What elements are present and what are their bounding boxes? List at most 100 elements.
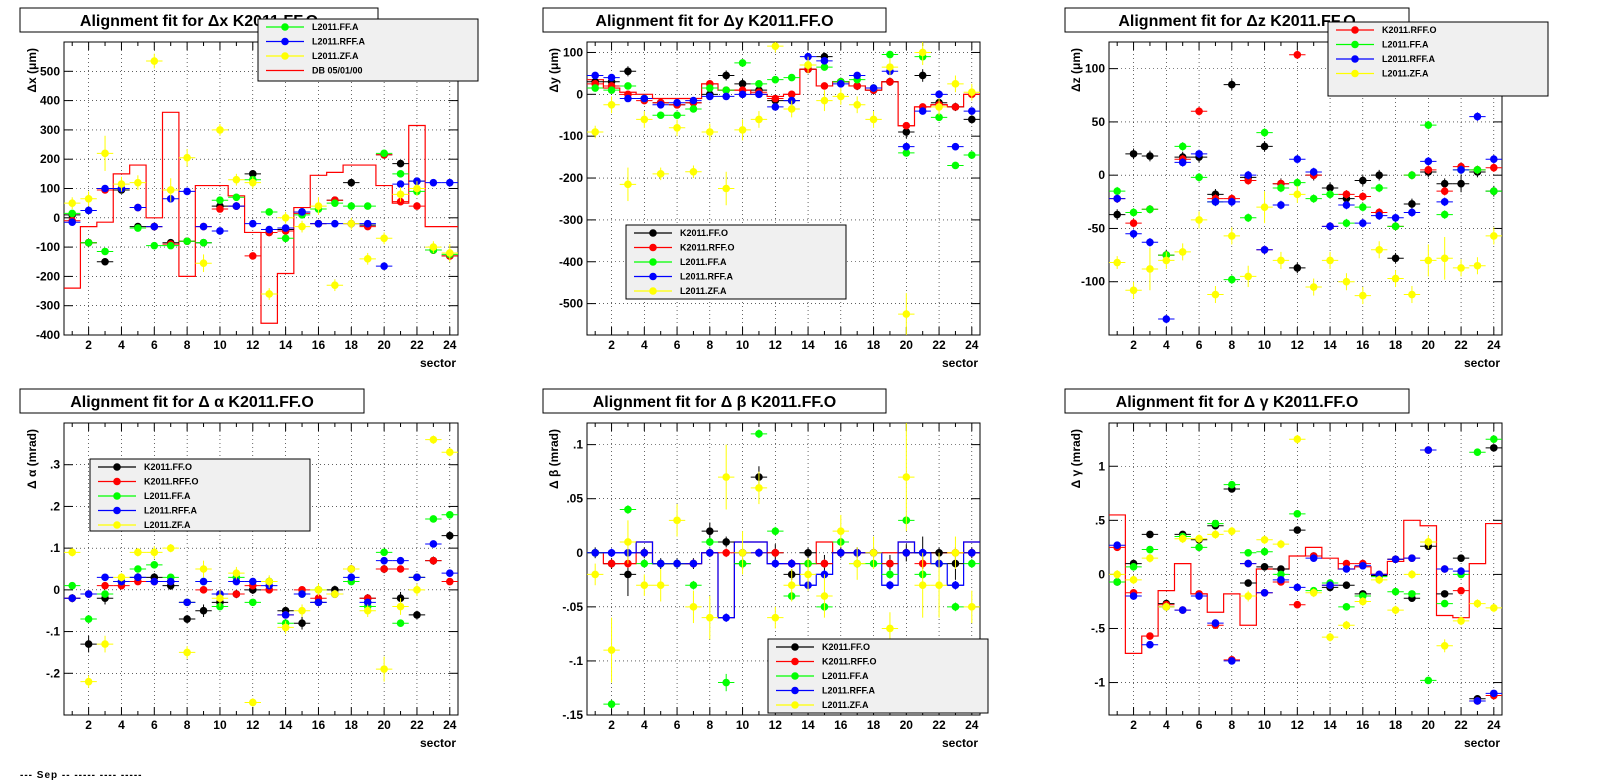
data-point (347, 202, 356, 210)
data-point (1342, 277, 1351, 286)
data-point (183, 648, 191, 657)
data-point (413, 586, 421, 594)
data-point (429, 243, 438, 251)
data-point (1146, 205, 1154, 214)
data-point (918, 48, 927, 57)
data-point (1326, 184, 1334, 192)
data-point (1375, 211, 1383, 220)
y-tick-label: -300 (559, 213, 583, 227)
data-point (199, 238, 208, 247)
data-point (445, 569, 454, 577)
y-tick-label: -.1 (46, 625, 60, 639)
data-point (755, 115, 763, 124)
data-point (199, 606, 208, 615)
data-point (199, 577, 208, 586)
data-point (380, 234, 388, 243)
data-point (1424, 166, 1433, 174)
data-point (1228, 527, 1236, 535)
data-point (1424, 446, 1433, 454)
data-point (640, 559, 649, 568)
x-tick-label: 16 (312, 718, 326, 732)
data-point (624, 538, 632, 546)
data-point (396, 159, 405, 168)
data-point (68, 218, 77, 226)
data-point (1195, 150, 1203, 158)
y-tick-label: 500 (40, 64, 60, 78)
data-point (607, 559, 616, 568)
data-point (232, 193, 241, 202)
data-point (1490, 232, 1498, 240)
data-point (951, 142, 960, 151)
data-point (902, 121, 911, 130)
series-l2011-rff-a (1109, 112, 1502, 324)
data-point (1178, 606, 1187, 614)
data-point (1457, 179, 1465, 188)
data-point (314, 219, 323, 228)
data-point (1424, 121, 1433, 129)
data-point (1359, 176, 1367, 185)
data-point (1113, 187, 1121, 195)
data-point (722, 613, 730, 622)
data-point (1490, 435, 1498, 444)
data-point (1457, 586, 1465, 595)
data-point (166, 544, 175, 552)
data-point (1473, 166, 1482, 174)
chart-panel-5: 2 4 6 8 10 12 14 16 18 20 22 24-.15-.1-.050.05.1sec… (542, 388, 989, 750)
data-point (134, 178, 142, 187)
legend-marker (113, 492, 121, 500)
data-point (84, 194, 93, 203)
x-tick-label: 2 (85, 338, 92, 352)
x-tick-label: 14 (801, 718, 815, 732)
legend-box (257, 18, 479, 82)
data-point (656, 170, 665, 178)
data-point (1408, 208, 1416, 217)
data-point (1326, 581, 1334, 590)
data-point (1162, 315, 1171, 323)
data-point (1391, 587, 1400, 596)
data-point (1342, 621, 1351, 630)
data-point (1391, 222, 1400, 231)
x-tick-label: 18 (345, 338, 359, 352)
data-point (347, 573, 356, 582)
y-tick-label: .2 (50, 499, 60, 513)
data-point (232, 590, 241, 598)
data-point (607, 100, 616, 109)
data-point (820, 96, 829, 105)
data-point (1260, 536, 1269, 544)
data-point (1440, 565, 1449, 573)
data-point (363, 598, 372, 607)
series-l2011-zf-a (587, 423, 980, 683)
data-point (183, 598, 191, 607)
data-point (413, 573, 421, 582)
data-point (820, 57, 829, 65)
data-point (640, 115, 649, 124)
x-tick-label: 10 (1258, 338, 1272, 352)
series-l2011-zf-a (587, 42, 980, 335)
series-l2011-rff-a (1109, 446, 1502, 705)
chart-title: Alignment fit for Δ β K2011.FF.O (593, 394, 837, 411)
data-point (1342, 565, 1351, 573)
data-point (1129, 150, 1138, 158)
data-point (771, 75, 780, 84)
legend-label: L2011.FF.A (822, 671, 869, 681)
data-point (1457, 617, 1465, 625)
data-point (314, 586, 323, 594)
data-point (755, 548, 763, 557)
data-point (902, 310, 911, 318)
data-point (1342, 603, 1351, 611)
series-k2011-ff-o (1109, 79, 1502, 274)
data-point (1342, 581, 1351, 590)
data-point (820, 592, 829, 600)
data-layer (587, 423, 980, 709)
x-axis-label: sector (942, 736, 978, 750)
y-tick-label: .1 (573, 438, 583, 452)
data-point (101, 590, 109, 598)
data-point (1309, 194, 1318, 203)
data-point (738, 80, 747, 88)
data-point (951, 80, 960, 88)
data-point (1195, 107, 1203, 116)
y-axis-label: Δz (μm) (1069, 48, 1083, 92)
data-layer (1109, 434, 1502, 705)
data-point (347, 178, 356, 187)
data-point (706, 84, 714, 92)
